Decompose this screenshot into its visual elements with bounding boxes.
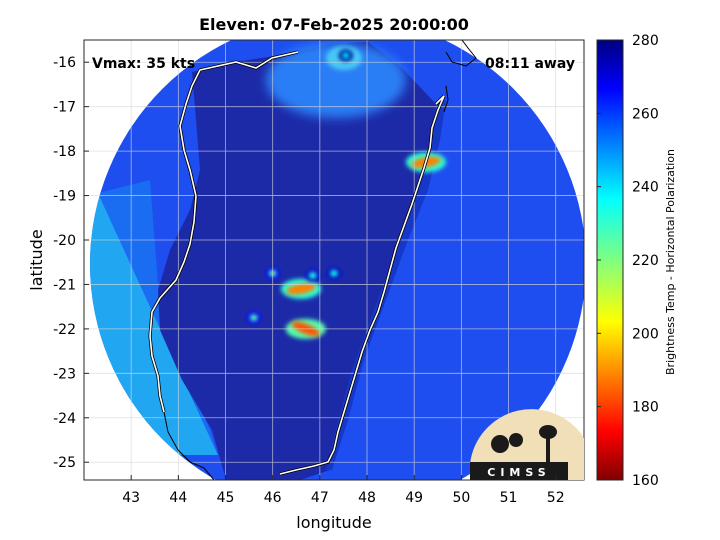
logo-tower-leg (546, 438, 550, 462)
y-tick-label: -21 (53, 277, 76, 293)
north-warm-area (266, 42, 406, 118)
convective-cell (341, 52, 350, 60)
map-title: Eleven: 07-Feb-2025 20:00:00 (199, 15, 469, 34)
map-axes: Vmax: 35 kts 08:11 away CIMSS (83, 39, 585, 481)
coastline (148, 40, 477, 480)
colorbar-tick-label: 240 (632, 180, 659, 196)
colorbar-tick-label: 280 (632, 33, 659, 49)
x-tick-label: 50 (452, 490, 470, 506)
cimss-logo: CIMSS (470, 409, 584, 480)
x-tick-label: 52 (547, 490, 565, 506)
y-tick-label: -25 (53, 455, 76, 471)
x-tick-label: 51 (500, 490, 518, 506)
convective-cell (330, 269, 338, 277)
x-tick-label: 43 (122, 490, 140, 506)
y-axis: -16 -17 -18 -19 -20 -21 -22 -23 -24 -25 (53, 55, 89, 471)
colorbar-tick-label: 180 (632, 400, 659, 416)
x-axis: 43 44 45 46 47 48 49 50 51 52 (122, 475, 565, 506)
x-tick-label: 47 (311, 490, 329, 506)
x-tick-label: 49 (405, 490, 423, 506)
logo-dish-2 (509, 433, 523, 447)
y-tick-label: -23 (53, 366, 76, 382)
convective-cell (308, 272, 317, 280)
colorbar-tick-label: 220 (632, 253, 659, 269)
logo-banner (470, 462, 568, 480)
convective-cell (286, 283, 316, 295)
time-away-label: 08:11 away (485, 56, 575, 72)
vmax-label: Vmax: 35 kts (92, 56, 195, 72)
axes-frame (83, 39, 585, 481)
x-axis-label: longitude (296, 513, 371, 532)
colorbar-tick-label: 200 (632, 326, 659, 342)
logo-water-tower (539, 425, 557, 439)
y-tick-label: -18 (53, 144, 76, 160)
colorbar-tick-label: 260 (632, 106, 659, 122)
colorbar-label: Brightness Temp - Horizontal Polarizatio… (664, 149, 677, 375)
logo-dish (491, 435, 509, 453)
colorbar-tick-label: 160 (632, 473, 659, 489)
y-tick-label: -22 (53, 322, 76, 338)
logo-text: CIMSS (487, 466, 550, 479)
x-tick-label: 45 (217, 490, 235, 506)
colorbar-ticks: 160 180 200 220 240 260 280 (597, 33, 659, 489)
colorbar: 160 180 200 220 240 260 280 Brightness Temp - … (596, 33, 677, 489)
y-tick-label: -20 (53, 233, 76, 249)
x-tick-label: 48 (358, 490, 376, 506)
y-tick-label: -17 (53, 100, 76, 116)
mozambique-coast (163, 411, 215, 480)
x-tick-label: 44 (169, 490, 187, 506)
convective-cell (249, 314, 258, 322)
cell-layer (246, 49, 446, 339)
y-tick-label: -24 (53, 411, 76, 427)
madagascar-coast (149, 51, 445, 475)
northeast-coast (443, 40, 477, 113)
y-tick-label: -16 (53, 55, 76, 71)
colorbar-gradient (596, 39, 624, 481)
y-tick-label: -19 (53, 189, 76, 205)
y-axis-label: latitude (27, 229, 46, 290)
x-tick-label: 46 (264, 490, 282, 506)
